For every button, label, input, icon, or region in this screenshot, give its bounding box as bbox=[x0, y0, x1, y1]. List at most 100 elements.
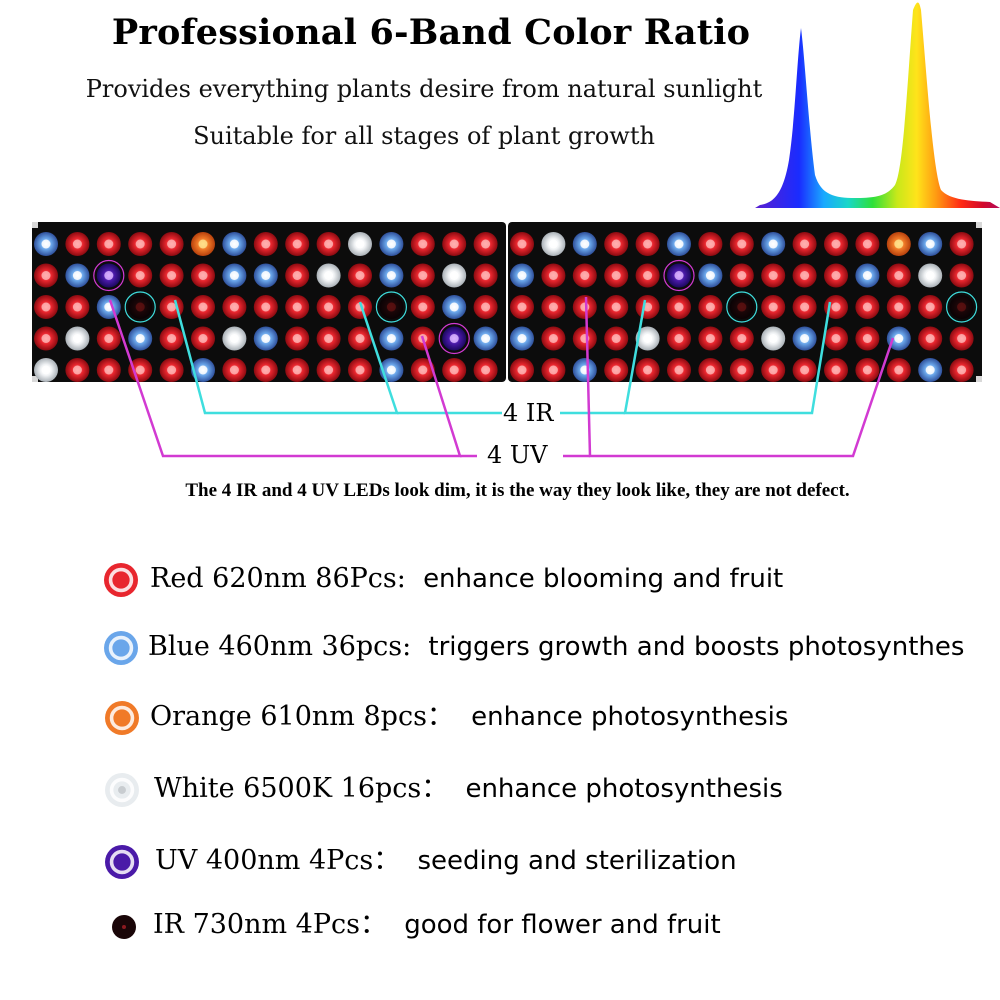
led-chip bbox=[541, 232, 566, 256]
led-chip bbox=[473, 263, 498, 288]
led-chip bbox=[635, 358, 660, 382]
led-chip bbox=[572, 295, 597, 319]
led-chip bbox=[949, 326, 974, 351]
led-chip bbox=[285, 295, 310, 319]
led-chip bbox=[824, 326, 848, 351]
legend-text: IR 730nm 4Pcs： good for flower and fruit bbox=[153, 906, 721, 952]
led-chip bbox=[65, 295, 90, 319]
uv-chip bbox=[663, 259, 695, 292]
led-chip bbox=[792, 358, 817, 382]
led-chip bbox=[191, 295, 215, 319]
led-chip bbox=[541, 326, 566, 351]
led-chip bbox=[510, 295, 534, 319]
uv-count-label: 4 UV bbox=[487, 441, 548, 469]
led-chip bbox=[128, 263, 153, 288]
led-chip bbox=[635, 263, 660, 288]
led-chip bbox=[316, 358, 341, 382]
led-chip bbox=[510, 232, 534, 256]
led-chip bbox=[604, 232, 629, 256]
legend-text: Red 620nm 86Pcs: enhance blooming and fr… bbox=[150, 560, 783, 606]
led-chip bbox=[410, 295, 435, 319]
led-chip bbox=[886, 295, 911, 319]
legend-row: UV 400nm 4Pcs： seeding and sterilization bbox=[0, 842, 1000, 892]
led-chip bbox=[96, 358, 121, 382]
led-chip bbox=[34, 326, 58, 351]
led-chip bbox=[285, 326, 310, 351]
led-chip bbox=[824, 295, 848, 319]
ir-chip bbox=[945, 291, 978, 323]
led-chip bbox=[541, 263, 566, 288]
led-chip bbox=[572, 326, 597, 351]
led-chip bbox=[761, 295, 786, 319]
legend-spec: White 6500K 16pcs： bbox=[154, 773, 449, 804]
led-chip bbox=[285, 358, 310, 382]
led-chip bbox=[698, 232, 723, 256]
led-chip bbox=[572, 358, 597, 382]
led-chip bbox=[410, 326, 435, 351]
led-chip bbox=[159, 263, 184, 288]
led-chip bbox=[698, 326, 723, 351]
led-chip bbox=[473, 326, 498, 351]
led-chip bbox=[34, 232, 58, 256]
led-chip bbox=[886, 232, 911, 256]
led-chip bbox=[667, 326, 691, 351]
led-panel bbox=[32, 222, 982, 382]
legend-description: good for flower and fruit bbox=[404, 910, 721, 940]
led-chip bbox=[191, 263, 215, 288]
uv-led-icon bbox=[105, 845, 139, 879]
led-chip bbox=[635, 232, 660, 256]
led-chip bbox=[886, 263, 911, 288]
led-chip bbox=[510, 358, 534, 382]
light-spectrum-graph bbox=[755, 2, 1000, 208]
legend-spec: Red 620nm 86Pcs: bbox=[150, 563, 406, 594]
led-chip bbox=[253, 295, 278, 319]
led-chip bbox=[159, 326, 184, 351]
white-led-icon bbox=[105, 773, 139, 807]
led-chip bbox=[792, 263, 817, 288]
led-chip bbox=[348, 358, 372, 382]
led-chip bbox=[473, 358, 498, 382]
led-chip bbox=[253, 326, 278, 351]
led-chip bbox=[285, 263, 310, 288]
led-chip bbox=[473, 295, 498, 319]
led-chip bbox=[128, 358, 153, 382]
led-chip bbox=[96, 326, 121, 351]
led-chip bbox=[698, 358, 723, 382]
led-chip bbox=[949, 232, 974, 256]
legend-text: Orange 610nm 8pcs： enhance photosynthesi… bbox=[150, 698, 788, 744]
led-chip bbox=[442, 232, 467, 256]
led-chip bbox=[316, 326, 341, 351]
led-chip bbox=[667, 358, 691, 382]
ir-chip bbox=[726, 291, 758, 323]
legend-spec: UV 400nm 4Pcs： bbox=[155, 845, 401, 876]
led-chip bbox=[761, 263, 786, 288]
led-chip bbox=[159, 232, 184, 256]
led-chip bbox=[222, 263, 247, 288]
led-chip bbox=[510, 263, 534, 288]
led-chip bbox=[604, 358, 629, 382]
led-chip bbox=[541, 295, 566, 319]
led-chip bbox=[253, 263, 278, 288]
red-led-icon bbox=[104, 563, 138, 597]
ir-count-label: 4 IR bbox=[503, 399, 554, 427]
subtitle-growth-stages: Suitable for all stages of plant growth bbox=[193, 122, 655, 150]
led-chip bbox=[667, 295, 691, 319]
led-chip bbox=[65, 232, 90, 256]
led-chip bbox=[348, 232, 372, 256]
led-chip bbox=[886, 358, 911, 382]
led-chip bbox=[222, 232, 247, 256]
uv-chip bbox=[438, 322, 470, 355]
led-chip bbox=[855, 263, 880, 288]
led-chip bbox=[128, 232, 153, 256]
led-chip bbox=[348, 326, 372, 351]
led-chip bbox=[855, 326, 880, 351]
led-chip bbox=[316, 232, 341, 256]
led-chip bbox=[379, 263, 404, 288]
led-chip bbox=[34, 263, 58, 288]
led-chip bbox=[918, 263, 943, 288]
legend-description: enhance photosynthesis bbox=[471, 702, 789, 732]
dim-leds-notice: The 4 IR and 4 UV LEDs look dim, it is t… bbox=[185, 480, 850, 501]
legend-description: seeding and sterilization bbox=[417, 846, 737, 876]
led-chip bbox=[572, 263, 597, 288]
